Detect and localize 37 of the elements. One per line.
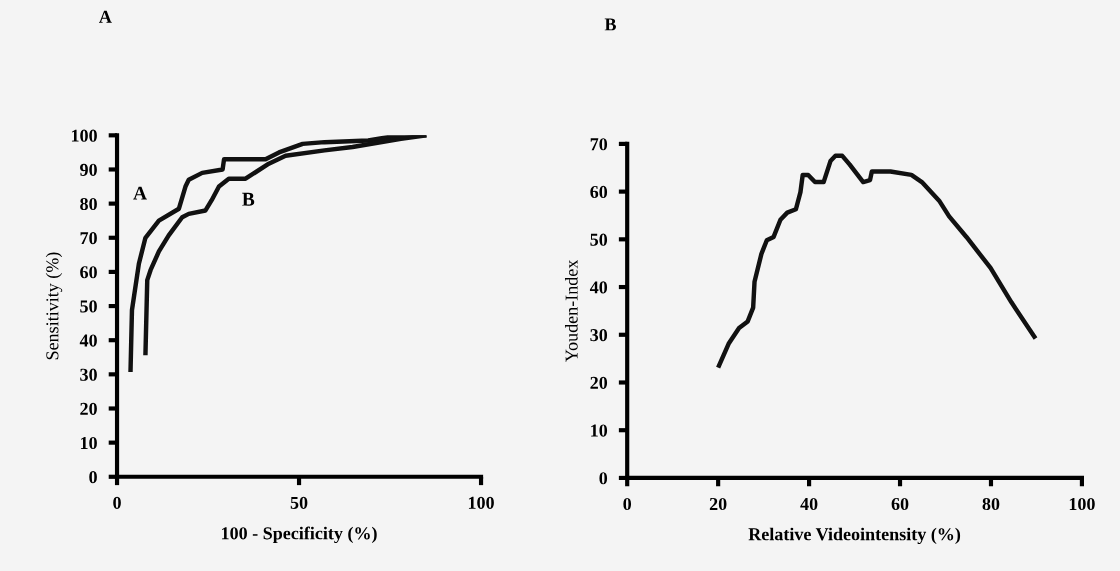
x-tick-label: 0 — [113, 496, 121, 509]
chart-title: B — [604, 18, 617, 31]
y-axis-title: Youden-Index — [564, 259, 578, 362]
x-tick-label: 100 — [1069, 497, 1095, 511]
y-tick-label: 70 — [590, 138, 608, 151]
x-tick-label: 0 — [623, 497, 632, 511]
y-tick-label: 60 — [590, 185, 608, 199]
y-tick-label: 100 — [71, 129, 97, 142]
x-tick-label: 50 — [290, 496, 308, 509]
y-tick-label: 70 — [80, 232, 97, 245]
y-tick-label: 80 — [80, 197, 97, 211]
x-tick-label: 20 — [709, 497, 727, 511]
y-tick-label: 10 — [591, 424, 608, 437]
x-axis-title: 100 - Specificity (%) — [222, 526, 377, 544]
y-tick-label: 40 — [589, 281, 608, 294]
y-tick-label: 0 — [599, 472, 608, 485]
y-tick-label: 20 — [80, 402, 97, 415]
y-tick-label: 30 — [80, 368, 97, 381]
y-tick-label: 20 — [590, 376, 608, 389]
y-axis-title: Sensitivity (%) — [45, 252, 63, 360]
y-tick-label: 40 — [79, 334, 97, 347]
x-tick-label: 60 — [891, 497, 909, 511]
x-axis-title: Relative Videointensity (%) — [748, 527, 961, 545]
y-tick-label: 60 — [80, 266, 97, 279]
series-label: B — [242, 192, 255, 206]
chart-title: A — [99, 10, 112, 23]
line-series — [715, 153, 1038, 370]
y-tick-label: 30 — [590, 329, 608, 342]
y-tick-label: 0 — [89, 471, 97, 484]
y-tick-label: 50 — [590, 233, 608, 246]
x-tick-label: 80 — [982, 497, 1000, 511]
y-tick-label: 90 — [80, 163, 97, 176]
y-tick-label: 10 — [80, 436, 97, 450]
y-tick-label: 50 — [80, 300, 97, 313]
x-tick-label: 100 — [468, 496, 494, 509]
x-tick-label: 40 — [800, 497, 818, 511]
series-label: A — [133, 186, 147, 200]
